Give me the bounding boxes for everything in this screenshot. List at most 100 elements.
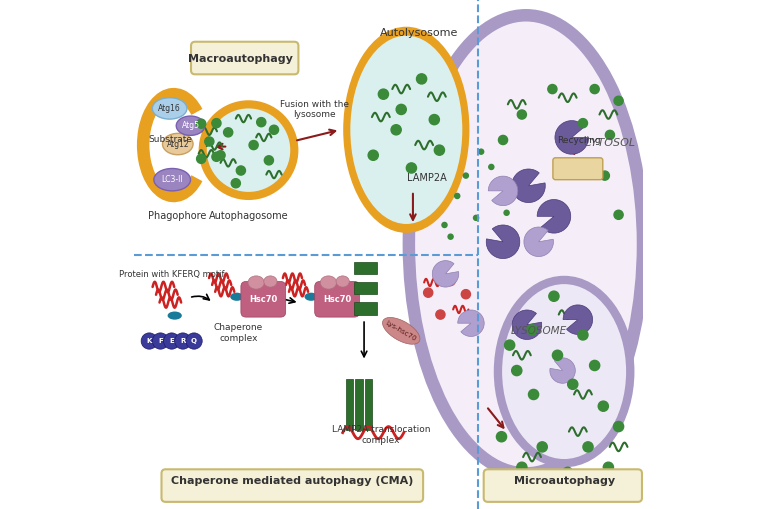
Ellipse shape [154, 168, 190, 191]
Circle shape [590, 84, 599, 94]
Circle shape [368, 150, 378, 160]
Text: CYTOSOL: CYTOSOL [584, 137, 636, 148]
Text: Microautophagy: Microautophagy [514, 476, 615, 486]
Text: R: R [180, 338, 186, 344]
Circle shape [199, 100, 298, 200]
Text: Hsc70: Hsc70 [249, 295, 278, 304]
Text: Phagophore: Phagophore [148, 211, 207, 221]
Circle shape [264, 156, 274, 165]
Circle shape [434, 145, 444, 155]
Bar [354, 302, 377, 315]
Circle shape [568, 379, 578, 389]
Circle shape [448, 234, 453, 239]
Wedge shape [563, 305, 593, 334]
Text: LAMP2A translocation
complex: LAMP2A translocation complex [332, 426, 430, 445]
Circle shape [396, 104, 406, 115]
Text: LAMP2A: LAMP2A [407, 173, 447, 183]
Circle shape [462, 290, 470, 299]
FancyBboxPatch shape [162, 469, 423, 502]
Circle shape [175, 333, 191, 349]
Text: Chaperone mediated autophagy (CMA): Chaperone mediated autophagy (CMA) [171, 476, 413, 486]
Text: F: F [158, 338, 163, 344]
Circle shape [249, 140, 258, 150]
Circle shape [537, 442, 547, 452]
Wedge shape [512, 310, 542, 340]
Circle shape [429, 115, 440, 125]
Ellipse shape [264, 276, 277, 287]
Circle shape [442, 222, 447, 228]
Text: Substrate: Substrate [148, 135, 193, 145]
Circle shape [236, 166, 246, 175]
FancyBboxPatch shape [191, 42, 298, 74]
Circle shape [614, 421, 624, 432]
Ellipse shape [152, 98, 187, 119]
Circle shape [446, 276, 455, 286]
Circle shape [232, 179, 240, 188]
Ellipse shape [350, 36, 462, 224]
Wedge shape [555, 121, 588, 154]
Circle shape [197, 154, 206, 163]
Ellipse shape [162, 133, 193, 155]
Circle shape [504, 210, 509, 215]
Circle shape [473, 215, 479, 220]
Ellipse shape [409, 15, 643, 473]
Text: Autolysosome: Autolysosome [380, 28, 458, 38]
Wedge shape [512, 169, 545, 203]
Text: LYSOSOME: LYSOSOME [510, 326, 566, 336]
Circle shape [463, 173, 469, 178]
Text: Q: Q [191, 338, 197, 344]
Circle shape [416, 74, 427, 84]
Bar [355, 379, 363, 430]
Circle shape [152, 333, 169, 349]
Ellipse shape [176, 116, 205, 135]
Bar [347, 379, 354, 430]
Bar [354, 282, 377, 294]
Circle shape [590, 360, 600, 371]
Text: Hsc70: Hsc70 [323, 295, 352, 304]
Circle shape [528, 389, 538, 400]
Circle shape [578, 119, 587, 128]
Text: Atg16: Atg16 [159, 104, 181, 113]
Ellipse shape [382, 318, 420, 344]
Circle shape [614, 96, 623, 105]
Ellipse shape [305, 293, 318, 301]
Text: Macroautophagy: Macroautophagy [189, 53, 294, 64]
Bar [354, 262, 377, 274]
FancyBboxPatch shape [553, 158, 603, 180]
Bar [364, 379, 371, 430]
Circle shape [378, 89, 388, 99]
Ellipse shape [248, 276, 264, 289]
Circle shape [163, 333, 179, 349]
Circle shape [141, 333, 158, 349]
FancyBboxPatch shape [315, 281, 360, 317]
Ellipse shape [230, 293, 243, 301]
Circle shape [614, 210, 623, 219]
Circle shape [603, 462, 614, 472]
Circle shape [216, 151, 225, 160]
Text: LC3-II: LC3-II [162, 175, 183, 184]
Text: Recycling: Recycling [558, 136, 601, 145]
Circle shape [205, 137, 214, 146]
Circle shape [479, 149, 484, 154]
Wedge shape [486, 225, 520, 259]
Wedge shape [524, 227, 553, 257]
Ellipse shape [168, 312, 182, 320]
Ellipse shape [336, 276, 350, 287]
Text: E: E [169, 338, 174, 344]
Ellipse shape [320, 276, 336, 289]
Wedge shape [458, 310, 484, 336]
Circle shape [504, 340, 514, 350]
Text: Fusion with the
lysosome: Fusion with the lysosome [280, 100, 349, 119]
Text: Lys-hsc70: Lys-hsc70 [385, 320, 418, 342]
Wedge shape [537, 200, 571, 233]
Circle shape [391, 125, 401, 135]
Circle shape [224, 128, 233, 137]
Circle shape [601, 171, 609, 180]
Circle shape [517, 462, 527, 472]
Circle shape [497, 432, 507, 442]
Text: Atg12: Atg12 [166, 139, 189, 149]
Circle shape [423, 288, 433, 297]
Text: Protein with KFERQ motif: Protein with KFERQ motif [120, 270, 225, 279]
Text: K: K [147, 338, 152, 344]
Ellipse shape [498, 280, 630, 463]
